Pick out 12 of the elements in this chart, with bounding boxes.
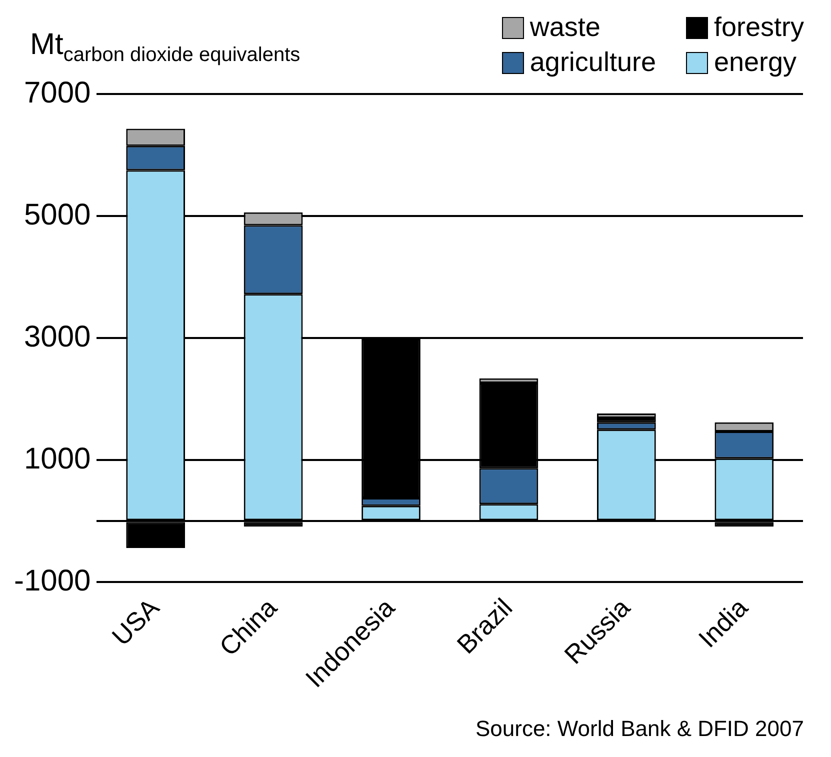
y-tick-label: 1000	[24, 442, 91, 476]
source-note: Source: World Bank & DFID 2007	[475, 716, 804, 742]
y-tick-label: 3000	[24, 320, 91, 354]
y-tick-label: 5000	[24, 198, 91, 232]
legend-label: agriculture	[530, 47, 656, 78]
y-tick-label: -1000	[14, 564, 91, 598]
legend-label: energy	[714, 47, 797, 78]
y-tick-label: 7000	[24, 76, 91, 110]
y-axis-title: Mt$_{carbon dioxide equivalents}$	[30, 28, 300, 67]
x-tick-label: USA	[106, 592, 166, 652]
legend-label: waste	[530, 12, 600, 43]
legend-label: forestry	[714, 12, 804, 43]
